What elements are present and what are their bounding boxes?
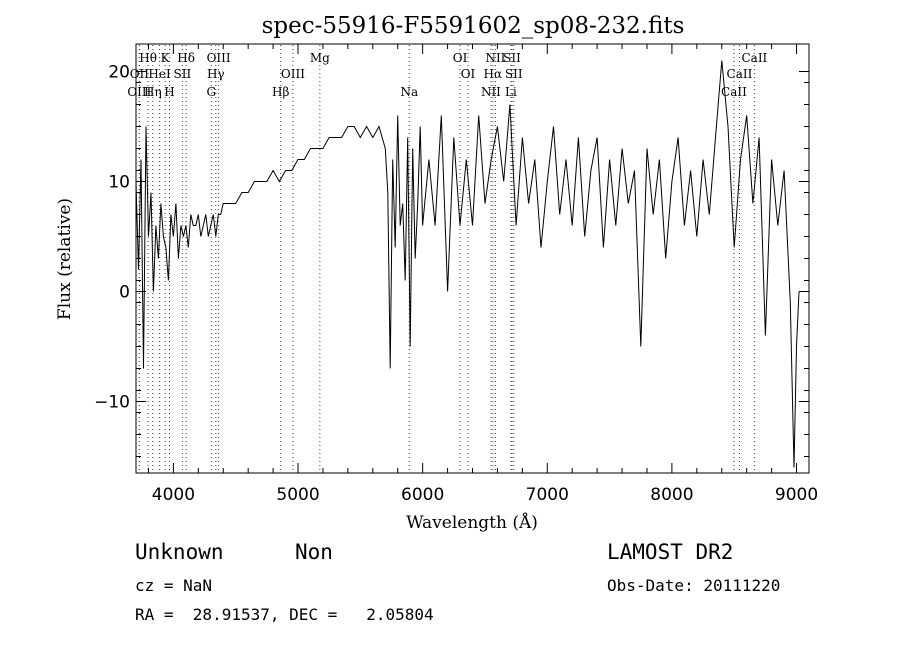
- line-marker-label: OIII: [207, 51, 231, 65]
- line-marker-label: SII: [503, 51, 521, 65]
- x-tick-label: 6000: [401, 485, 444, 505]
- line-marker-label: H: [164, 85, 174, 99]
- line-marker-label: CaII: [727, 67, 753, 81]
- axes: 4000 5000 6000 7000 8000 9000 −10 0 10 20: [94, 44, 818, 505]
- line-marker-label: Hγ: [207, 67, 225, 81]
- line-marker-label: NII: [481, 85, 501, 99]
- line-marker-label: OI: [461, 67, 476, 81]
- line-marker-label: CaII: [741, 51, 767, 65]
- radec-text: RA = 28.91537, DEC = 2.05804: [135, 605, 434, 624]
- x-tick-label: 4000: [152, 485, 195, 505]
- plot-frame: [135, 43, 810, 474]
- x-axis-label: Wavelength (Å): [406, 512, 538, 533]
- subclass-label: Non: [295, 540, 333, 564]
- line-marker-label: Li: [505, 85, 517, 99]
- line-marker-label: Hα: [484, 67, 503, 81]
- line-marker-label: Hθ: [139, 51, 157, 65]
- obs-date-text: Obs-Date: 20111220: [607, 576, 781, 595]
- x-tick-label: 8000: [650, 485, 693, 505]
- series-group: [135, 60, 800, 468]
- line-marker-label: K: [161, 51, 171, 65]
- cz-text: cz = NaN: [135, 576, 213, 595]
- line-marker-label: HeI: [148, 67, 171, 81]
- line-marker-label: Mg: [310, 51, 330, 65]
- line-marker-label: OIII: [281, 67, 305, 81]
- x-tick-label: 7000: [526, 485, 569, 505]
- line-marker-label: Hη: [144, 85, 162, 99]
- y-tick-label: 20: [108, 63, 130, 83]
- line-marker-label: OIII: [127, 85, 151, 99]
- chart-title: spec-55916-F5591602_sp08-232.fits: [262, 13, 685, 39]
- x-tick-label: 9000: [775, 485, 818, 505]
- y-tick-label: −10: [94, 393, 130, 413]
- y-tick-label: 10: [108, 173, 130, 193]
- line-marker-label: Na: [400, 85, 418, 99]
- line-marker-label: G: [206, 85, 216, 99]
- line-marker-label: SII: [174, 67, 192, 81]
- y-axis-label: Flux (relative): [55, 198, 75, 320]
- line-marker-label: OI: [453, 51, 468, 65]
- line-marker-label: SII: [505, 67, 523, 81]
- x-tick-label: 5000: [276, 485, 319, 505]
- line-marker-label: CaII: [721, 85, 747, 99]
- y-tick-label: 0: [119, 283, 130, 303]
- survey-label: LAMOST DR2: [607, 540, 734, 564]
- spectrum-line-0: [135, 60, 800, 468]
- line-marker-label: Hδ: [177, 51, 195, 65]
- line-marker-label: Hβ: [272, 85, 289, 99]
- class-label: Unknown: [135, 540, 224, 564]
